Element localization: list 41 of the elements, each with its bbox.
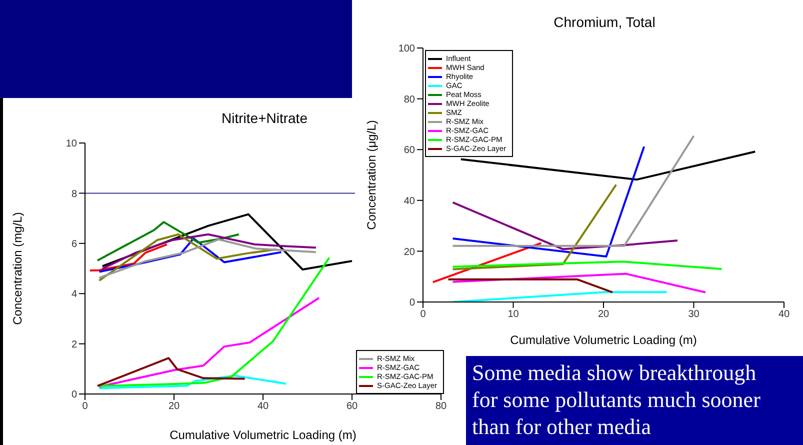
line-series bbox=[98, 256, 330, 387]
line-series bbox=[101, 233, 317, 270]
line-series bbox=[452, 201, 679, 250]
line-series bbox=[96, 357, 246, 387]
x-tick-label: 60 bbox=[346, 401, 358, 412]
line-series bbox=[101, 213, 353, 271]
y-tick-label: 20 bbox=[404, 246, 416, 258]
y-tick-label: 6 bbox=[71, 238, 78, 250]
y-tick-label: 80 bbox=[404, 94, 416, 106]
line-series bbox=[98, 237, 282, 273]
y-tick-label: 4 bbox=[71, 289, 78, 300]
x-tick-label: 0 bbox=[82, 401, 88, 412]
y-tick-label: 40 bbox=[404, 196, 416, 207]
chart-title: Chromium, Total bbox=[552, 14, 656, 30]
line-series bbox=[98, 233, 278, 282]
x-axis-title: Cumulative Volumetric Loading (m) bbox=[510, 333, 697, 347]
line-series bbox=[98, 374, 288, 390]
x-tick-label: 20 bbox=[598, 309, 610, 320]
y-tick-label: 8 bbox=[71, 188, 78, 200]
y-tick-label: 60 bbox=[404, 145, 416, 156]
line-series bbox=[96, 221, 240, 262]
text: Some media show breakthrough for some pollutants much sooner than for other media bbox=[472, 359, 762, 440]
line-series bbox=[88, 243, 168, 272]
y-axis-title: Concentration (mg/L) bbox=[10, 212, 24, 325]
y-tick-label: 100 bbox=[398, 44, 416, 55]
chart-title: Nitrite+Nitrate bbox=[222, 110, 308, 126]
x-tick-label: 0 bbox=[420, 309, 426, 320]
x-tick-label: 80 bbox=[435, 401, 447, 412]
y-axis-title: Concentration (μg/L) bbox=[364, 120, 378, 230]
y-tick-label: 0 bbox=[409, 298, 416, 309]
x-tick-label: 10 bbox=[508, 309, 520, 320]
y-tick-label: 2 bbox=[71, 339, 78, 350]
line-series bbox=[98, 238, 317, 279]
x-tick-label: 40 bbox=[257, 401, 269, 412]
x-tick-label: 30 bbox=[688, 309, 700, 320]
y-tick-label: 0 bbox=[71, 390, 78, 401]
x-tick-label: 20 bbox=[168, 401, 180, 412]
line-series bbox=[98, 296, 320, 388]
y-tick-label: 10 bbox=[66, 138, 78, 150]
x-axis-title: Cumulative Volumetric Loading (m) bbox=[170, 428, 356, 442]
x-tick-label: 40 bbox=[778, 309, 790, 320]
